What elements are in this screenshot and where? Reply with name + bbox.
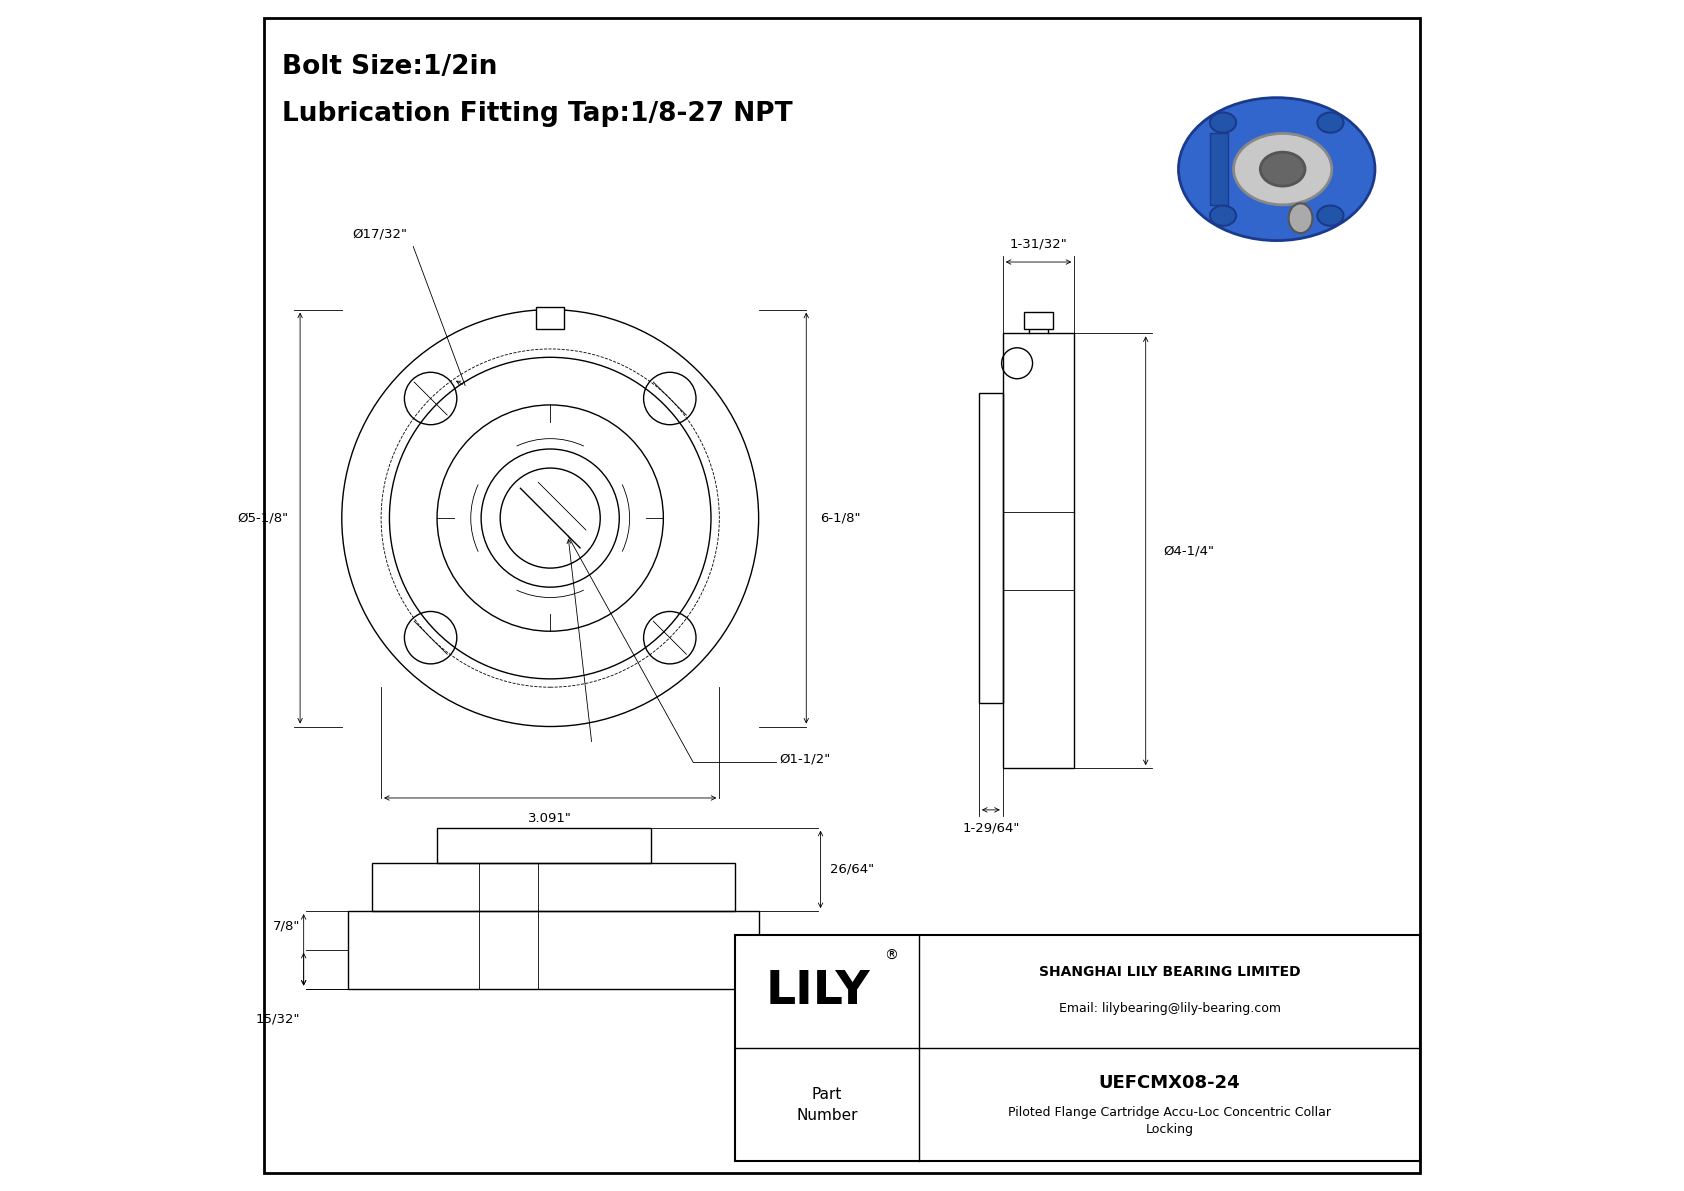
Ellipse shape [1317,206,1344,226]
Text: SHANGHAI LILY BEARING LIMITED: SHANGHAI LILY BEARING LIMITED [1039,966,1300,979]
Text: Piloted Flange Cartridge Accu-Loc Concentric Collar
Locking: Piloted Flange Cartridge Accu-Loc Concen… [1009,1106,1330,1136]
Ellipse shape [1179,98,1374,241]
Text: 15/32": 15/32" [256,1012,300,1025]
Ellipse shape [1209,206,1236,226]
Ellipse shape [1317,112,1344,132]
Text: 1-29/64": 1-29/64" [962,822,1019,835]
Text: Bolt Size:1/2in: Bolt Size:1/2in [283,54,497,80]
Text: Ø5-1/8": Ø5-1/8" [237,512,288,524]
Ellipse shape [1288,204,1312,233]
Text: ®: ® [884,949,898,962]
Text: Part
Number: Part Number [797,1086,857,1123]
Text: 6-1/8": 6-1/8" [820,512,861,524]
Text: UEFCMX08-24: UEFCMX08-24 [1098,1074,1241,1092]
Ellipse shape [1260,152,1305,186]
Text: Lubrication Fitting Tap:1/8-27 NPT: Lubrication Fitting Tap:1/8-27 NPT [283,101,793,127]
Bar [1002,333,1074,768]
Text: 7/8": 7/8" [273,919,300,933]
Text: Ø4-1/4": Ø4-1/4" [1164,544,1214,557]
Text: 1-31/32": 1-31/32" [1010,237,1068,250]
Text: Ø17/32": Ø17/32" [352,227,408,241]
Ellipse shape [1209,112,1236,132]
Bar [536,307,564,329]
Bar [1209,133,1228,205]
Bar [978,393,1002,703]
Text: 26/64": 26/64" [830,863,874,875]
Text: 3.091": 3.091" [529,812,573,825]
Bar [1024,312,1052,329]
Bar [347,911,758,989]
Bar [438,828,652,863]
Bar [372,863,734,911]
Bar [734,935,1420,1161]
Text: Ø1-1/2": Ø1-1/2" [780,753,830,765]
Text: Email: lilybearing@lily-bearing.com: Email: lilybearing@lily-bearing.com [1059,1002,1280,1015]
Ellipse shape [1234,133,1332,205]
Text: LILY: LILY [765,969,871,1014]
